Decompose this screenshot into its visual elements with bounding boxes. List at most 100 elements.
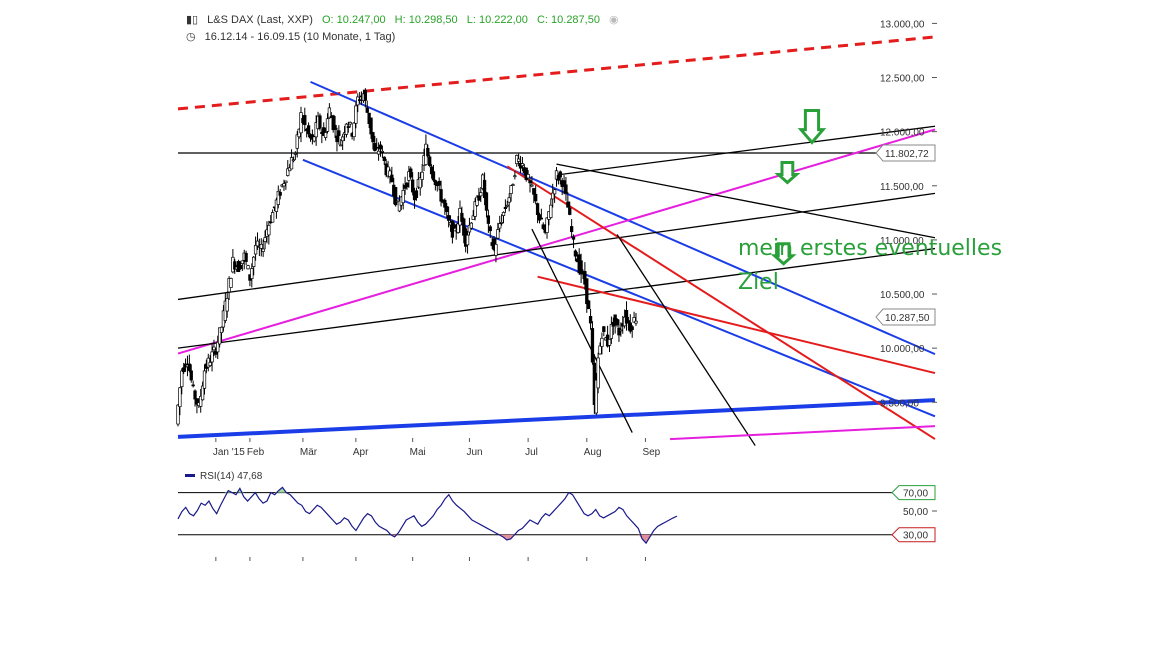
candle-body	[252, 256, 256, 267]
candle-body	[378, 144, 383, 150]
candle-body	[429, 166, 434, 175]
candle-body	[216, 341, 220, 353]
candle-body	[323, 132, 328, 138]
candle-body	[314, 122, 318, 138]
candle-body	[217, 327, 222, 345]
trendline	[302, 158, 936, 418]
candle-body	[335, 135, 339, 143]
candle-body	[363, 89, 368, 101]
candle-body	[240, 260, 244, 264]
candle-body	[615, 319, 619, 326]
candle-body	[346, 126, 350, 128]
candle-body	[411, 179, 415, 193]
candle-body	[609, 323, 614, 339]
candle-body	[602, 326, 606, 332]
candle-body	[587, 300, 591, 310]
candle-body	[219, 326, 224, 333]
candle-body	[520, 163, 525, 167]
green-down-arrow-icon	[797, 108, 827, 145]
candle-body	[274, 199, 279, 212]
candle-body	[306, 125, 311, 135]
candle-body	[176, 404, 180, 425]
candle-body	[358, 99, 362, 101]
candle-body	[388, 170, 392, 177]
candle-body	[486, 215, 491, 224]
candle-body	[452, 224, 456, 229]
candle-body	[479, 192, 483, 197]
candle-body	[348, 121, 352, 125]
x-tick-label: Feb	[247, 447, 265, 458]
candle-body	[344, 123, 349, 135]
candle-body	[503, 206, 508, 210]
candle-body	[208, 362, 212, 367]
candle-body	[333, 124, 337, 130]
trendline	[537, 275, 936, 375]
candle-body	[551, 192, 555, 200]
candle-body	[446, 215, 451, 221]
candle-body	[594, 379, 598, 414]
candle-body	[562, 180, 566, 186]
candle-body	[250, 268, 254, 279]
candle-body	[214, 350, 218, 355]
candle-body	[511, 184, 515, 186]
candle-body	[267, 225, 271, 236]
candle-body	[541, 224, 545, 229]
candle-body	[180, 370, 184, 388]
candle-body	[352, 122, 356, 138]
trendline	[177, 247, 936, 349]
candle-body	[193, 390, 197, 400]
candle-body	[537, 214, 542, 221]
candle-body	[187, 363, 192, 371]
high-value: H: 10.298,50	[394, 14, 458, 26]
candle-body	[191, 384, 195, 387]
candle-body	[564, 184, 568, 194]
candle-body	[182, 367, 186, 373]
candle-body	[579, 260, 583, 275]
candle-body	[443, 199, 447, 208]
rsi-legend-swatch	[185, 474, 195, 477]
trendline	[616, 234, 756, 446]
candle-body	[282, 183, 286, 187]
candle-body	[393, 187, 398, 206]
candle-body	[585, 278, 589, 305]
candle-body	[496, 229, 500, 239]
candle-body	[528, 180, 532, 184]
candle-body	[568, 207, 572, 215]
rsi-tick-box	[891, 485, 936, 501]
candle-body	[331, 115, 335, 130]
candle-body	[545, 217, 549, 233]
candle-body	[255, 240, 260, 247]
candle-body	[322, 127, 326, 136]
candle-body	[439, 189, 443, 202]
annotation-text: mein erstes eventuelles Ziel	[738, 232, 1002, 300]
candle-body	[619, 329, 623, 332]
candle-body	[484, 192, 489, 211]
candle-body	[494, 243, 498, 256]
candle-body	[566, 201, 570, 208]
x-tick-label: Sep	[642, 447, 660, 458]
x-tick-label: Jun	[466, 447, 482, 458]
settings-icon[interactable]: ◉	[609, 14, 619, 26]
candle-body	[420, 171, 424, 180]
price-label-text: 11.802,72	[885, 149, 929, 160]
rsi-tick-box	[891, 527, 936, 543]
price-label-box	[875, 308, 936, 326]
trendline	[177, 192, 936, 301]
candle-body	[473, 201, 477, 217]
candle-body	[501, 212, 506, 216]
candle-body	[325, 118, 330, 132]
candle-body	[199, 395, 203, 407]
candle-body	[284, 180, 288, 183]
close-value: C: 10.287,50	[536, 14, 600, 26]
candle-body	[526, 174, 530, 179]
candle-body	[189, 370, 193, 381]
candle-body	[278, 191, 282, 196]
candle-body	[365, 107, 369, 113]
candle-body	[499, 222, 504, 224]
trendline	[310, 80, 936, 356]
candle-body	[369, 117, 373, 135]
candle-body	[259, 244, 263, 249]
y-tick-label: 9.500,00	[880, 398, 919, 409]
x-tick-label: Jul	[525, 447, 538, 458]
